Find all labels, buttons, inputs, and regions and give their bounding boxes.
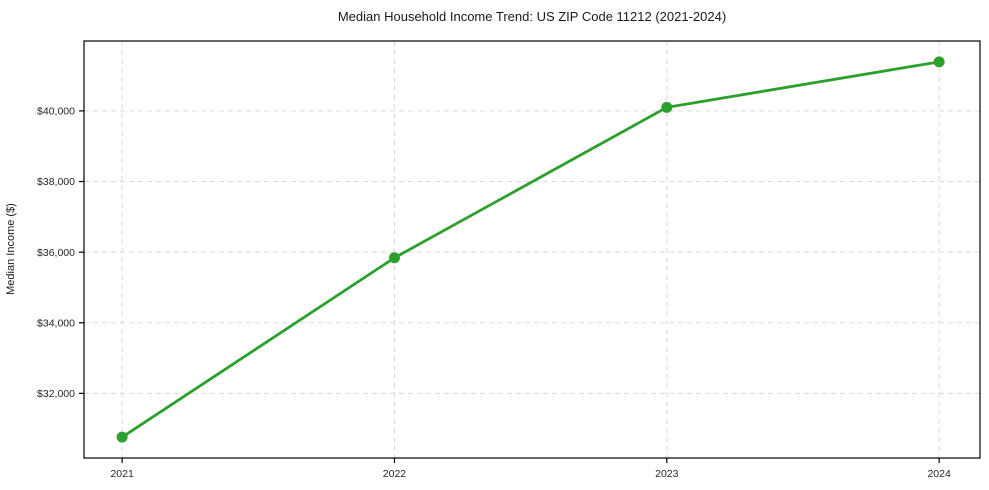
data-point: [388, 252, 400, 264]
data-point: [933, 56, 945, 68]
plot-border: [83, 40, 981, 459]
chart-title: Median Household Income Trend: US ZIP Co…: [338, 9, 726, 24]
x-tick-label: 2024: [927, 468, 951, 480]
y-tick-label: $38,000: [37, 176, 75, 188]
data-point: [116, 431, 128, 443]
x-tick-label: 2021: [110, 468, 134, 480]
data-point: [661, 101, 673, 113]
y-axis-label: Median Income ($): [5, 203, 17, 295]
y-tick-label: $34,000: [37, 317, 75, 329]
data-line: [120, 60, 941, 439]
x-tick-label: 2023: [655, 468, 679, 480]
y-tick-label: $40,000: [37, 106, 75, 118]
x-tick-label: 2022: [383, 468, 407, 480]
y-tick-label: $32,000: [37, 388, 75, 400]
y-tick-label: $36,000: [37, 247, 75, 259]
